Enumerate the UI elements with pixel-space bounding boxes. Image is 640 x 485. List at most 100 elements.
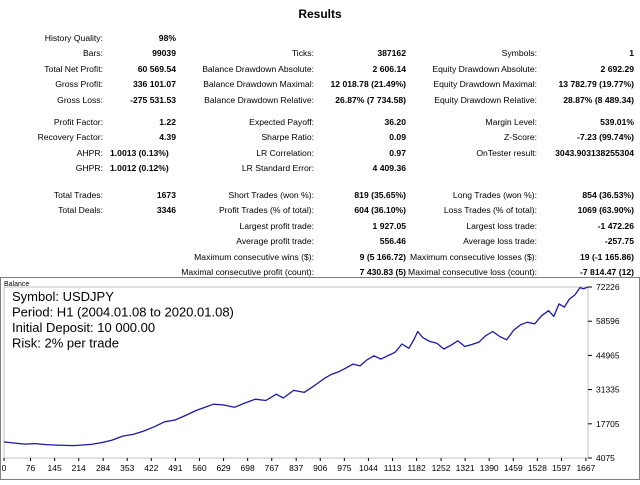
x-tick-label: 1182 bbox=[407, 463, 426, 473]
stat-label: Average profit trade: bbox=[236, 236, 314, 247]
x-tick-label: 0 bbox=[2, 463, 7, 473]
chart-annotation: Initial Deposit: 10 000.00 bbox=[12, 320, 155, 335]
stat-value: 604 (36.10%) bbox=[354, 205, 406, 216]
stat-value: 1069 (63.90%) bbox=[577, 205, 634, 216]
stat-value: 539.01% bbox=[600, 117, 634, 127]
stat-value: 7 430.83 (5) bbox=[359, 267, 406, 277]
stat-value: 0.97 bbox=[389, 147, 406, 158]
stat-value: 3346 bbox=[156, 205, 176, 216]
x-tick-label: 422 bbox=[144, 463, 158, 473]
stat-label: History Quality: bbox=[44, 33, 103, 43]
x-tick-label: 1113 bbox=[384, 463, 402, 473]
stat-label: GHPR: bbox=[75, 163, 103, 174]
x-tick-label: 906 bbox=[313, 463, 327, 473]
stat-label: Profit Trades (% of total): bbox=[218, 205, 314, 216]
stat-value: 26.87% (7 734.58) bbox=[335, 94, 406, 105]
stat-value: -257.75 bbox=[604, 236, 634, 247]
stat-label: Total Deals: bbox=[58, 205, 103, 216]
stat-label: Loss Trades (% of total): bbox=[443, 205, 537, 216]
stat-label: Average loss trade: bbox=[463, 236, 537, 247]
stat-label: Maximal consecutive profit (count): bbox=[181, 267, 314, 277]
x-tick-label: 1667 bbox=[576, 463, 595, 473]
stat-label: Total Net Profit: bbox=[44, 63, 103, 74]
x-tick-label: 491 bbox=[168, 463, 182, 473]
stat-label: Largest loss trade: bbox=[466, 220, 537, 231]
stat-value: 556.46 bbox=[379, 236, 406, 247]
x-tick-label: 76 bbox=[26, 463, 36, 473]
stat-value: 2 606.14 bbox=[372, 63, 406, 74]
stat-label: Profit Factor: bbox=[53, 117, 103, 127]
x-tick-label: 767 bbox=[265, 463, 279, 473]
chart-annotation: Risk: 2% per trade bbox=[12, 336, 119, 351]
stat-label: Balance Drawdown Maximal: bbox=[203, 79, 314, 90]
stat-value: 819 (35.65%) bbox=[354, 190, 406, 200]
stat-value: 854 (36.53%) bbox=[582, 190, 634, 200]
stat-value: -7 814.47 (12) bbox=[580, 267, 634, 277]
stat-value: 1.0012 (0.12%) bbox=[110, 163, 169, 174]
stat-value: 28.87% (8 489.34) bbox=[563, 94, 634, 105]
x-tick-label: 1390 bbox=[480, 463, 499, 473]
stat-value: 336 101.07 bbox=[132, 79, 176, 90]
stat-value: -1 472.26 bbox=[597, 220, 634, 231]
balance-chart: Balance 72226 58596 44965 31335 17705 4075 0 76 1… bbox=[0, 277, 640, 480]
x-tick-label: 284 bbox=[96, 463, 110, 473]
stat-label: Equity Drawdown Relative: bbox=[434, 94, 537, 105]
stat-label: Maximum consecutive wins ($): bbox=[194, 251, 314, 262]
stat-label: OnTester result: bbox=[476, 147, 537, 158]
stat-value: 13 782.79 (19.77%) bbox=[558, 79, 635, 90]
stat-value: -275 531.53 bbox=[130, 94, 176, 105]
stat-value: 99039 bbox=[152, 48, 176, 59]
stat-value: 9 (5 166.72) bbox=[359, 251, 406, 262]
stat-value: 60 569.54 bbox=[137, 63, 176, 74]
stat-label: Balance Drawdown Relative: bbox=[204, 94, 314, 105]
y-tick-label: 17705 bbox=[596, 419, 620, 429]
y-tick-label: 31335 bbox=[596, 385, 620, 395]
x-tick-label: 1044 bbox=[359, 463, 378, 473]
x-tick-label: 837 bbox=[289, 463, 303, 473]
stat-label: Sharpe Ratio: bbox=[261, 132, 314, 143]
stat-value: 98% bbox=[158, 33, 176, 43]
stat-value: 3043.903138255304 bbox=[555, 147, 634, 158]
stat-label: Total Trades: bbox=[53, 190, 103, 200]
stat-label: Long Trades (won %): bbox=[452, 190, 537, 200]
stat-label: Maximum consecutive losses ($): bbox=[409, 251, 537, 262]
x-tick-label: 1321 bbox=[456, 463, 475, 473]
x-tick-label: 145 bbox=[48, 463, 62, 473]
stat-label: Short Trades (won %): bbox=[228, 190, 315, 200]
chart-frame bbox=[0, 277, 640, 480]
y-tick-label: 4075 bbox=[596, 453, 615, 463]
stat-label: Margin Level: bbox=[485, 117, 537, 127]
stat-label: Balance Drawdown Absolute: bbox=[202, 63, 314, 74]
x-tick-label: 629 bbox=[216, 463, 230, 473]
stat-label: Symbols: bbox=[501, 48, 537, 59]
balance-line bbox=[3, 286, 589, 447]
x-tick-label: 353 bbox=[120, 463, 134, 473]
stat-label: LR Standard Error: bbox=[241, 163, 314, 174]
stat-label: Recovery Factor: bbox=[37, 132, 103, 143]
stat-value: 1.0013 (0.13%) bbox=[110, 147, 169, 158]
stat-value: 0.09 bbox=[389, 132, 406, 143]
x-tick-label: 698 bbox=[241, 463, 255, 473]
stat-value: 36.20 bbox=[384, 117, 406, 127]
y-tick-label: 72226 bbox=[596, 282, 620, 292]
x-tick-label: 560 bbox=[192, 463, 206, 473]
chart-title: Balance bbox=[4, 281, 29, 288]
x-tick-label: 1528 bbox=[528, 463, 547, 473]
stat-label: Z-Score: bbox=[504, 132, 537, 143]
stat-label: Equity Drawdown Maximal: bbox=[433, 79, 537, 90]
stat-value: -7.23 (99.74%) bbox=[577, 132, 634, 143]
y-tick-label: 44965 bbox=[596, 350, 620, 360]
x-tick-label: 975 bbox=[337, 463, 351, 473]
stat-value: 1673 bbox=[156, 190, 176, 200]
stat-value: 4.39 bbox=[159, 132, 176, 143]
stat-value: 1 bbox=[629, 48, 634, 59]
chart-annotation: Period: H1 (2004.01.08 to 2020.01.08) bbox=[12, 305, 234, 320]
stat-value: 12 018.78 (21.49%) bbox=[330, 79, 407, 90]
x-tick-label: 1597 bbox=[552, 463, 571, 473]
stat-label: Maximal consecutive loss (count): bbox=[408, 267, 537, 277]
x-tick-label: 1252 bbox=[432, 463, 451, 473]
stat-label: AHPR: bbox=[76, 147, 103, 158]
stat-value: 1.22 bbox=[159, 117, 176, 127]
stat-value: 19 (-1 165.86) bbox=[580, 251, 634, 262]
stat-label: Expected Payoff: bbox=[249, 117, 314, 127]
